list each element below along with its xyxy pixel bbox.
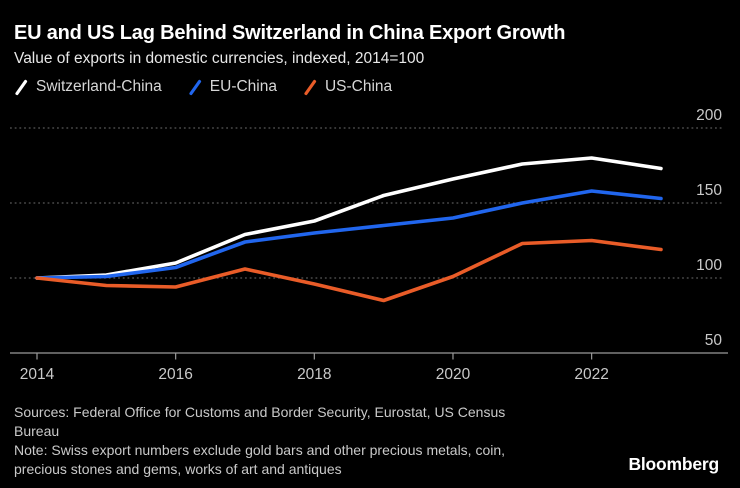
page-title: EU and US Lag Behind Switzerland in Chin… xyxy=(14,22,566,44)
footer: Sources: Federal Office for Customs and … xyxy=(14,403,505,479)
svg-text:2022: 2022 xyxy=(574,366,608,383)
legend-label: Switzerland-China xyxy=(36,78,162,95)
svg-text:2016: 2016 xyxy=(158,366,192,383)
legend-label: EU-China xyxy=(209,78,277,95)
svg-text:50: 50 xyxy=(705,332,723,349)
legend-item-us-china: US-China xyxy=(303,78,392,96)
svg-text:150: 150 xyxy=(696,182,722,199)
legend-slash-icon xyxy=(304,79,317,95)
svg-text:2014: 2014 xyxy=(20,366,55,383)
svg-text:100: 100 xyxy=(696,257,722,274)
legend-item-eu-china: EU-China xyxy=(188,78,277,96)
footer-note-line: Note: Swiss export numbers exclude gold … xyxy=(14,442,506,458)
legend-label: US-China xyxy=(324,78,393,95)
footer-sources-line: Bureau xyxy=(14,423,60,439)
legend-slash-icon xyxy=(15,79,28,95)
legend: Switzerland-China EU-China US-China xyxy=(14,78,392,96)
legend-slash-icon xyxy=(189,79,201,95)
bloomberg-logo: Bloomberg xyxy=(628,454,719,474)
svg-text:2018: 2018 xyxy=(297,366,331,383)
svg-text:2020: 2020 xyxy=(436,366,471,383)
footer-sources-line: Sources: Federal Office for Customs and … xyxy=(14,404,506,420)
page-subtitle: Value of exports in domestic currencies,… xyxy=(14,50,425,67)
legend-item-switzerland-china: Switzerland-China xyxy=(14,78,162,96)
footer-note-line: precious stones and gems, works of art a… xyxy=(14,461,342,477)
svg-text:200: 200 xyxy=(696,107,722,124)
